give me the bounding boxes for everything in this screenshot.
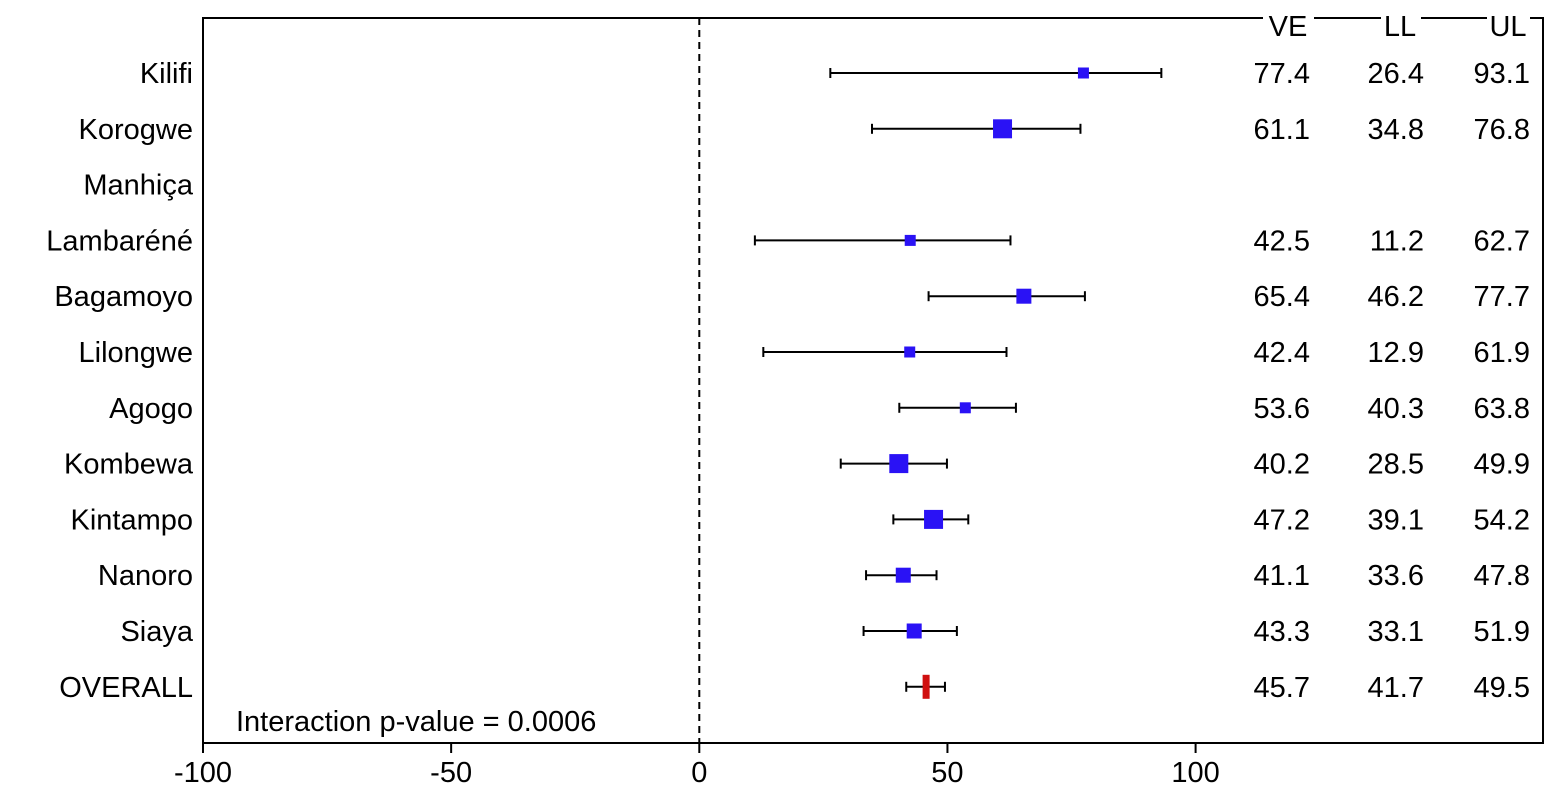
forest-row: Kintampo 47.2 39.1 54.2 bbox=[70, 504, 1530, 536]
ve-value: 41.1 bbox=[1254, 560, 1310, 592]
column-header-ve: VE bbox=[1269, 11, 1308, 43]
ll-value: 33.1 bbox=[1368, 616, 1424, 648]
plot-frame bbox=[202, 17, 1544, 744]
forest-row: Lilongwe 42.4 12.9 61.9 bbox=[79, 337, 1530, 369]
row-label: Siaya bbox=[120, 616, 193, 648]
ul-value: 63.8 bbox=[1474, 393, 1530, 425]
ve-value: 65.4 bbox=[1254, 281, 1310, 313]
ve-value: 53.6 bbox=[1254, 393, 1310, 425]
ul-value: 76.8 bbox=[1474, 114, 1530, 146]
forest-row: Kombewa 40.2 28.5 49.9 bbox=[64, 449, 1530, 481]
ul-value: 77.7 bbox=[1474, 281, 1530, 313]
ve-value: 45.7 bbox=[1254, 672, 1310, 704]
x-axis-tick-label: 50 bbox=[931, 757, 963, 789]
point-estimate-marker bbox=[895, 567, 911, 583]
row-label: Manhiça bbox=[83, 170, 193, 202]
point-estimate-marker bbox=[1016, 288, 1032, 304]
point-estimate-marker bbox=[993, 119, 1013, 139]
x-axis-tick-label: 0 bbox=[691, 757, 707, 789]
point-estimate-marker bbox=[906, 623, 922, 639]
ul-value: 49.9 bbox=[1474, 449, 1530, 481]
ve-value: 42.5 bbox=[1254, 225, 1310, 257]
ul-value: 51.9 bbox=[1474, 616, 1530, 648]
row-label: Kombewa bbox=[64, 449, 194, 481]
x-axis-tick-label: 100 bbox=[1171, 757, 1219, 789]
ll-value: 34.8 bbox=[1368, 114, 1424, 146]
ve-value: 77.4 bbox=[1254, 58, 1310, 90]
ul-value: 54.2 bbox=[1474, 504, 1530, 536]
row-label: Lilongwe bbox=[79, 337, 193, 369]
forest-row: Bagamoyo 65.4 46.2 77.7 bbox=[54, 281, 1530, 313]
ve-value: 43.3 bbox=[1254, 616, 1310, 648]
point-estimate-marker bbox=[904, 234, 916, 246]
ll-value: 26.4 bbox=[1368, 58, 1424, 90]
row-label: Korogwe bbox=[79, 114, 193, 146]
ll-value: 33.6 bbox=[1368, 560, 1424, 592]
point-estimate-marker bbox=[1077, 67, 1089, 79]
forest-row: Korogwe 61.1 34.8 76.8 bbox=[79, 114, 1530, 146]
ll-value: 46.2 bbox=[1368, 281, 1424, 313]
ll-value: 40.3 bbox=[1368, 393, 1424, 425]
forest-row: OVERALL 45.7 41.7 49.5 bbox=[59, 672, 1530, 704]
ve-value: 61.1 bbox=[1254, 114, 1310, 146]
ve-value: 47.2 bbox=[1254, 504, 1310, 536]
ul-value: 49.5 bbox=[1474, 672, 1530, 704]
x-axis-tick-label: -100 bbox=[174, 757, 232, 789]
row-label: OVERALL bbox=[59, 672, 193, 704]
forest-row: Siaya 43.3 33.1 51.9 bbox=[120, 616, 1530, 648]
row-label: Kintampo bbox=[70, 504, 193, 536]
forest-row: Lambaréné 42.5 11.2 62.7 bbox=[46, 225, 1530, 257]
ve-value: 40.2 bbox=[1254, 449, 1310, 481]
row-label: Nanoro bbox=[98, 560, 193, 592]
interaction-p-value-annotation: Interaction p-value = 0.0006 bbox=[236, 706, 596, 738]
ul-value: 62.7 bbox=[1474, 225, 1530, 257]
ll-value: 39.1 bbox=[1368, 504, 1424, 536]
ul-value: 93.1 bbox=[1474, 58, 1530, 90]
x-axis-tick-label: -50 bbox=[430, 757, 472, 789]
row-label: Bagamoyo bbox=[54, 281, 193, 313]
header-background bbox=[1228, 8, 1538, 34]
forest-row: Manhiça bbox=[83, 170, 193, 202]
point-estimate-marker bbox=[924, 509, 944, 529]
ul-value: 47.8 bbox=[1474, 560, 1530, 592]
ve-value: 42.4 bbox=[1254, 337, 1310, 369]
overall-estimate-marker bbox=[922, 674, 930, 699]
row-label: Agogo bbox=[109, 393, 193, 425]
forest-row: Nanoro 41.1 33.6 47.8 bbox=[98, 560, 1530, 592]
point-estimate-marker bbox=[959, 402, 971, 414]
point-estimate-marker bbox=[904, 346, 916, 358]
ll-value: 41.7 bbox=[1368, 672, 1424, 704]
ul-value: 61.9 bbox=[1474, 337, 1530, 369]
point-estimate-marker bbox=[889, 454, 909, 474]
ll-value: 11.2 bbox=[1370, 225, 1424, 257]
forest-row: Agogo 53.6 40.3 63.8 bbox=[109, 393, 1530, 425]
row-label: Lambaréné bbox=[46, 225, 193, 257]
ll-value: 12.9 bbox=[1368, 337, 1424, 369]
column-header-ll: LL bbox=[1384, 11, 1416, 43]
forest-row: Kilifi 77.4 26.4 93.1 bbox=[140, 58, 1530, 90]
column-header-ul: UL bbox=[1489, 11, 1526, 43]
row-label: Kilifi bbox=[140, 58, 193, 90]
ll-value: 28.5 bbox=[1368, 449, 1424, 481]
